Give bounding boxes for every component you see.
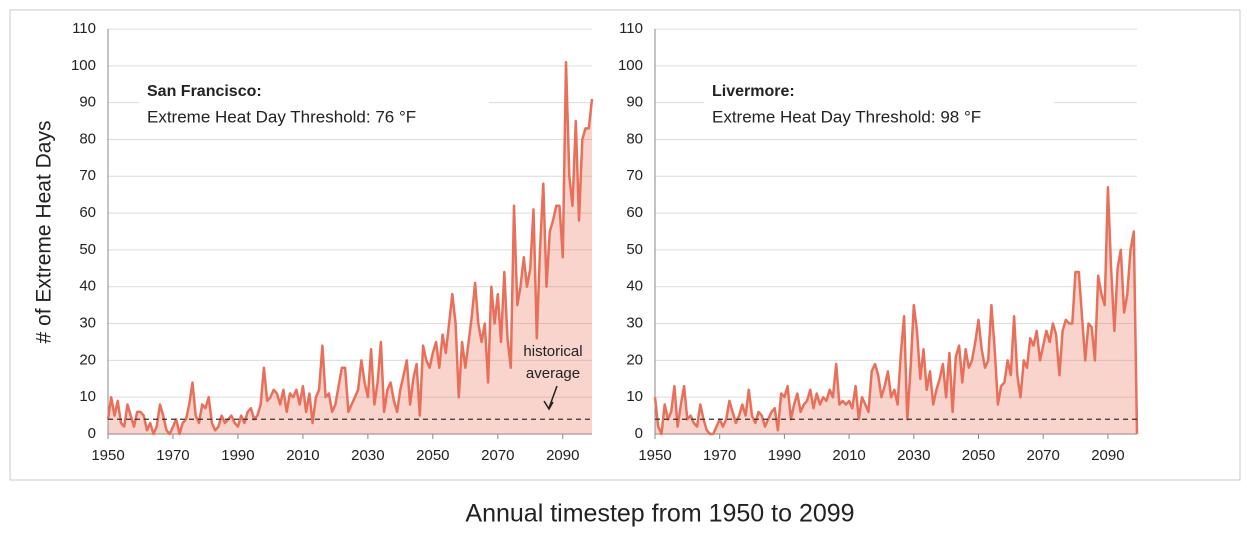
y-tick-label: 30 [626,315,643,332]
x-tick-label: 1950 [638,447,671,464]
panel-title: Livermore: [712,83,795,100]
panel-title: San Francisco: [147,83,262,100]
panel-subtitle: Extreme Heat Day Threshold: 98 °F [712,107,981,126]
y-tick-label: 20 [626,351,643,368]
x-tick-label: 2050 [962,447,995,464]
y-tick-label: 110 [619,20,643,37]
x-tick-label: 1970 [156,447,189,464]
y-tick-label: 40 [626,278,643,295]
y-tick-label: 60 [79,204,96,221]
x-tick-label: 2090 [546,447,579,464]
y-tick-label: 70 [79,167,96,184]
y-tick-label: 0 [635,425,643,442]
y-tick-label: 70 [626,167,643,184]
y-tick-label: 0 [88,425,96,442]
label-box [139,76,489,134]
y-tick-label: 10 [79,388,96,405]
x-tick-label: 2010 [832,447,865,464]
y-tick-label: 50 [79,241,96,258]
x-tick-label: 2070 [481,447,514,464]
x-tick-label: 2050 [416,447,449,464]
line [106,60,594,436]
area [108,62,592,434]
x-tick-label: 2070 [1027,447,1060,464]
annotation: historical [523,343,582,360]
x-tick-label: 1990 [221,447,254,464]
x-axis-label: Annual timestep from 1950 to 2099 [465,500,854,528]
y-tick-label: 20 [79,351,96,368]
y-tick-label: 10 [626,388,643,405]
annotation: average [526,365,580,382]
x-tick-label: 2010 [286,447,319,464]
line [653,186,1139,436]
y-tick-label: 80 [79,130,96,147]
y-tick-label: 30 [79,315,96,332]
y-tick-label: 90 [79,94,96,111]
y-tick-label: 110 [72,20,96,37]
y-tick-label: 50 [626,241,643,258]
x-tick-label: 1990 [768,447,801,464]
y-tick-label: 60 [626,204,643,221]
panel-subtitle: Extreme Heat Day Threshold: 76 °F [147,107,416,126]
x-tick-label: 1950 [91,447,124,464]
annotation-arrow [543,385,558,411]
y-axis-label: # of Extreme Heat Days [33,121,56,344]
y-tick-label: 100 [618,57,643,74]
x-tick-label: 2030 [351,447,384,464]
y-tick-label: 90 [626,94,643,111]
x-tick-label: 1970 [703,447,736,464]
y-tick-label: 80 [626,130,643,147]
y-tick-label: 40 [79,278,96,295]
label-box [704,76,1054,134]
x-tick-label: 2090 [1091,447,1124,464]
y-tick-label: 100 [71,57,96,74]
x-tick-label: 2030 [897,447,930,464]
